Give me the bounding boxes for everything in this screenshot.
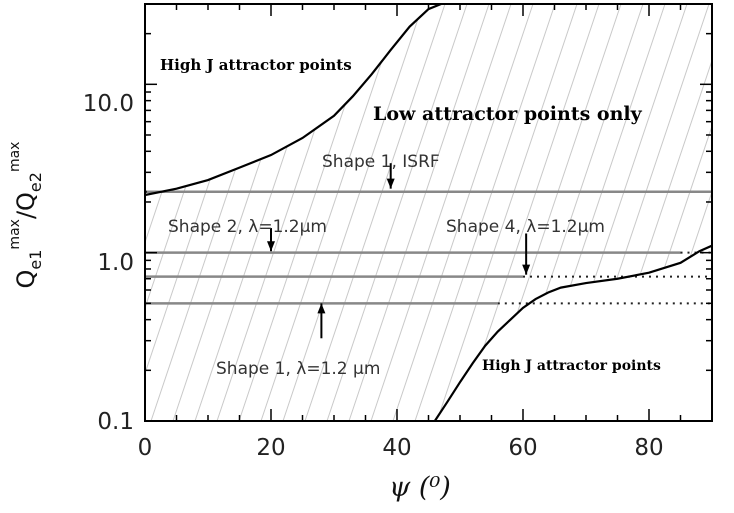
axis-ticks — [144, 3, 713, 422]
annotation-shape1-lambda: Shape 1, λ=1.2 μm — [216, 359, 380, 379]
hatch-line — [414, 4, 556, 421]
annotation-shape4: Shape 4, λ=1.2μm — [446, 217, 605, 237]
hatch-line — [436, 4, 578, 421]
x-tick-label: 20 — [256, 435, 285, 461]
x-tick-label: 40 — [382, 435, 411, 461]
hatch-line — [700, 4, 712, 421]
y-tick-label: 10.0 — [83, 91, 134, 117]
annotation-shape1-isrf: Shape 1, ISRF — [322, 152, 440, 172]
hatch-line — [304, 4, 446, 421]
x-tick-label: 60 — [508, 435, 537, 461]
boundary-lower-curve — [433, 244, 712, 421]
boundary-upper-curve — [145, 4, 442, 197]
x-axis-title: ψ (⁰) — [389, 472, 451, 503]
arrow — [267, 228, 275, 252]
arrow — [386, 163, 395, 189]
arrow-head — [522, 264, 531, 275]
hatch-line — [260, 4, 402, 421]
hatched-region — [0, 4, 734, 421]
arrow-head — [317, 303, 326, 314]
annotation-high-j-top: High J attractor points — [160, 56, 352, 74]
y-tick-label: 0.1 — [97, 409, 134, 435]
arrow — [317, 303, 326, 339]
hatch-line — [392, 4, 534, 421]
hatch-line — [370, 4, 512, 421]
arrow-head — [386, 178, 395, 189]
hatch-line — [282, 4, 424, 421]
annotation-low-attractor: Low attractor points only — [373, 103, 643, 125]
y-axis-title: Qe1max/Qe2max — [7, 142, 45, 289]
hatch-line — [326, 4, 468, 421]
x-tick-label: 80 — [634, 435, 663, 461]
hatch-line — [678, 4, 712, 421]
hatch-line — [348, 4, 490, 421]
arrow-head — [267, 241, 275, 252]
annotation-arrows — [267, 163, 531, 339]
hatch-lines — [0, 4, 734, 421]
hatch-line — [145, 4, 160, 421]
arrow — [522, 233, 531, 275]
hatch-line — [723, 4, 734, 421]
annotation-shape2: Shape 2, λ=1.2μm — [168, 217, 327, 237]
annotation-high-j-bottom: High J attractor points — [482, 358, 661, 374]
y-tick-label: 1.0 — [97, 250, 134, 276]
x-tick-label: 0 — [138, 435, 153, 461]
hatch-line — [656, 4, 712, 421]
hatch-line — [0, 4, 5, 421]
boundary-curves — [145, 4, 712, 421]
